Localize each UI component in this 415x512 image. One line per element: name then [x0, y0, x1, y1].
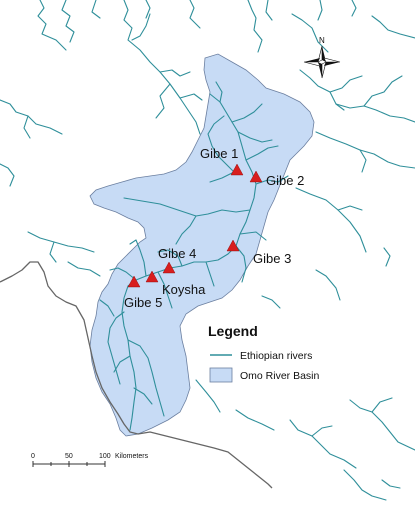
north-arrow-part [303, 61, 321, 67]
river [113, 355, 131, 373]
scale-bar: 0 50 100 Kilometers [31, 453, 149, 467]
scale-label-50: 50 [65, 453, 73, 460]
river [247, 0, 263, 53]
north-arrow-part [317, 45, 323, 63]
dam-label-gibe-5: Gibe 5 [124, 295, 162, 310]
national-border [0, 261, 273, 489]
river [343, 469, 387, 501]
dam-marker-gibe-5 [127, 275, 141, 288]
river [215, 81, 223, 103]
dam-label-gibe-4: Gibe 4 [158, 246, 196, 261]
legend-basin-swatch [209, 367, 233, 383]
river [235, 409, 275, 431]
river [311, 425, 333, 437]
river [371, 15, 415, 39]
river [363, 75, 403, 107]
river [179, 93, 203, 101]
legend-title: Legend [208, 323, 258, 339]
dam-label-gibe-1: Gibe 1 [200, 146, 238, 161]
north-arrow-part [321, 61, 327, 79]
river [295, 187, 367, 253]
river [145, 0, 151, 19]
river [205, 261, 215, 287]
river [195, 379, 221, 413]
river [159, 69, 191, 77]
river [133, 387, 153, 405]
dam-marker-gibe-2 [249, 170, 263, 183]
river [261, 295, 281, 309]
north-arrow-part [324, 62, 340, 66]
legend-item-rivers: Ethiopian rivers [240, 350, 312, 362]
north-arrow-icon: N [303, 36, 341, 79]
dam-marker-koysha [145, 270, 159, 283]
river [189, 0, 201, 29]
river [291, 13, 329, 53]
river [127, 339, 165, 417]
river [107, 311, 125, 385]
river [123, 0, 201, 135]
dam-label-gibe-2: Gibe 2 [266, 173, 304, 188]
river [121, 93, 257, 431]
omo-river-basin [89, 53, 315, 437]
river [289, 419, 357, 469]
north-label: N [319, 36, 325, 45]
dam-marker-gibe-4 [162, 261, 176, 274]
river [0, 99, 63, 135]
river [67, 261, 101, 277]
river [109, 267, 137, 281]
river [175, 215, 197, 245]
river [37, 0, 67, 51]
river [315, 269, 341, 301]
scale-label-0: 0 [31, 453, 35, 460]
dam-marker-gibe-1 [230, 163, 244, 176]
scale-unit: Kilometers [115, 453, 149, 460]
river [315, 131, 415, 169]
legend-item-basin: Omo River Basin [240, 370, 320, 382]
river [329, 75, 363, 93]
river [23, 115, 31, 139]
north-arrow-part [323, 57, 341, 63]
river [237, 131, 273, 143]
legend: Legend Ethiopian rivers Omo River Basin [208, 323, 320, 383]
scale-label-100: 100 [99, 453, 111, 460]
river [209, 171, 235, 183]
river [265, 0, 273, 21]
river [157, 271, 173, 309]
river [99, 299, 115, 317]
river [359, 149, 367, 173]
river [207, 115, 235, 173]
river [383, 247, 391, 267]
river [349, 399, 415, 451]
dam-label-koysha: Koysha [162, 282, 206, 297]
river [337, 205, 363, 211]
river [245, 145, 279, 161]
river [61, 0, 75, 43]
river [129, 239, 147, 277]
river [371, 397, 393, 413]
dam-label-gibe-3: Gibe 3 [253, 251, 291, 266]
river [335, 103, 415, 123]
river [381, 479, 401, 489]
river [49, 241, 57, 263]
river [157, 249, 183, 267]
river [231, 103, 263, 123]
river [239, 231, 267, 241]
river [299, 69, 345, 111]
river [131, 13, 151, 41]
river [123, 197, 251, 217]
river [317, 0, 323, 21]
river [155, 83, 171, 119]
river [351, 0, 357, 17]
river [91, 0, 101, 19]
dam-marker-gibe-3 [226, 239, 240, 252]
north-arrow-part [304, 58, 320, 62]
river [27, 231, 95, 253]
river [235, 245, 247, 283]
river [0, 163, 15, 187]
